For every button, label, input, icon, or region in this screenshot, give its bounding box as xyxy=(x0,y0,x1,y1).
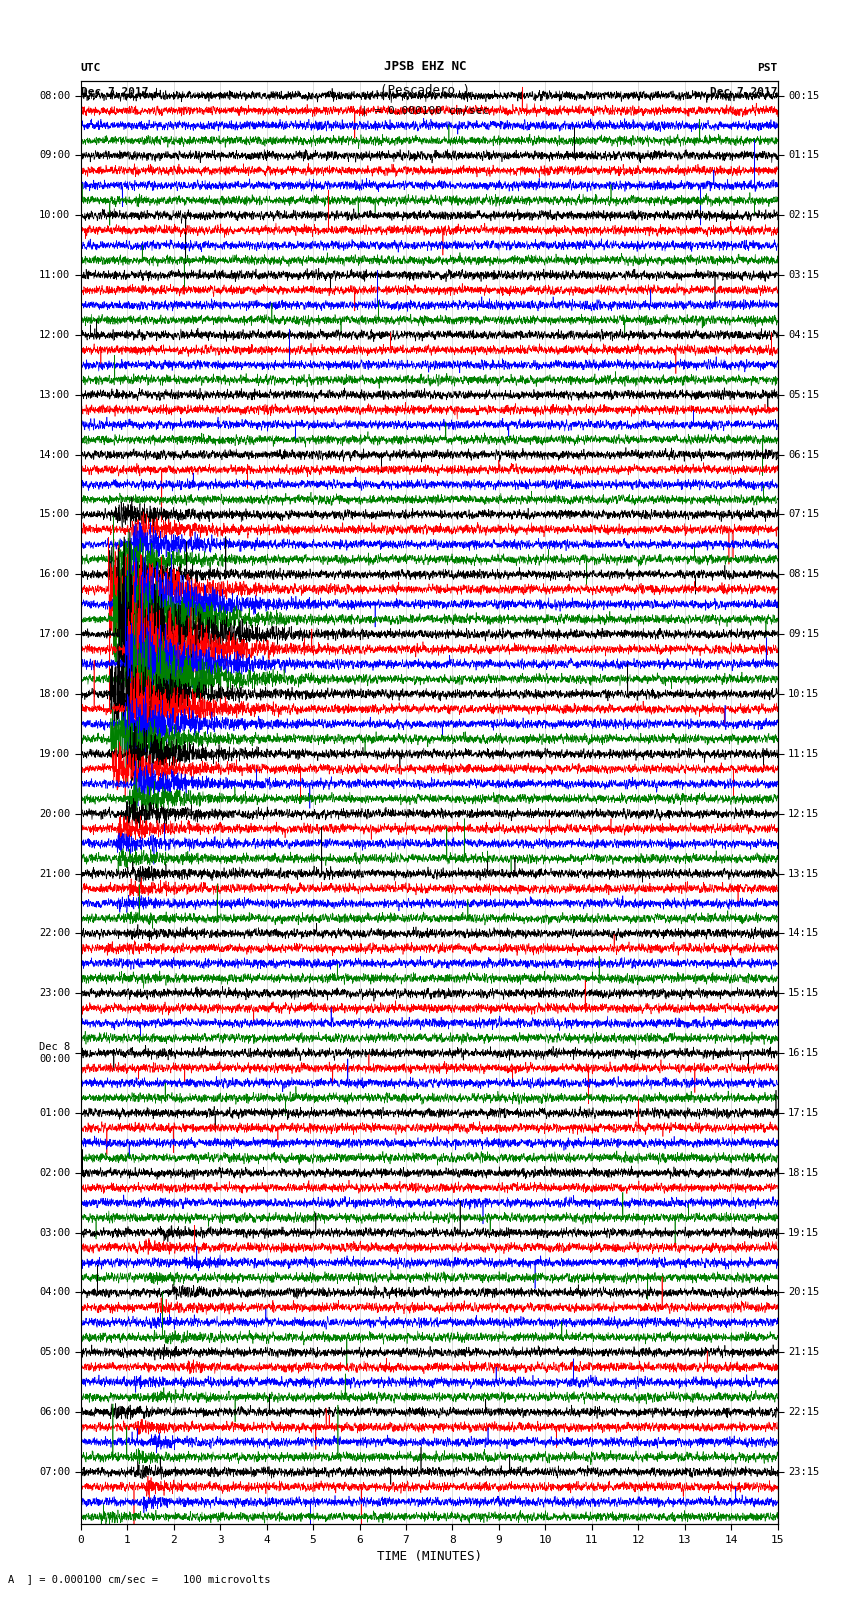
Text: A  ] = 0.000100 cm/sec =    100 microvolts: A ] = 0.000100 cm/sec = 100 microvolts xyxy=(8,1574,271,1584)
Text: JPSB EHZ NC: JPSB EHZ NC xyxy=(383,60,467,73)
Text: (Pescadero ): (Pescadero ) xyxy=(380,84,470,97)
Text: PST: PST xyxy=(757,63,778,73)
Text: Dec 7,2017: Dec 7,2017 xyxy=(81,87,148,97)
Text: UTC: UTC xyxy=(81,63,101,73)
Text: Dec 7,2017: Dec 7,2017 xyxy=(711,87,778,97)
X-axis label: TIME (MINUTES): TIME (MINUTES) xyxy=(377,1550,482,1563)
Text: | = 0.000100 cm/sec: | = 0.000100 cm/sec xyxy=(361,105,489,116)
